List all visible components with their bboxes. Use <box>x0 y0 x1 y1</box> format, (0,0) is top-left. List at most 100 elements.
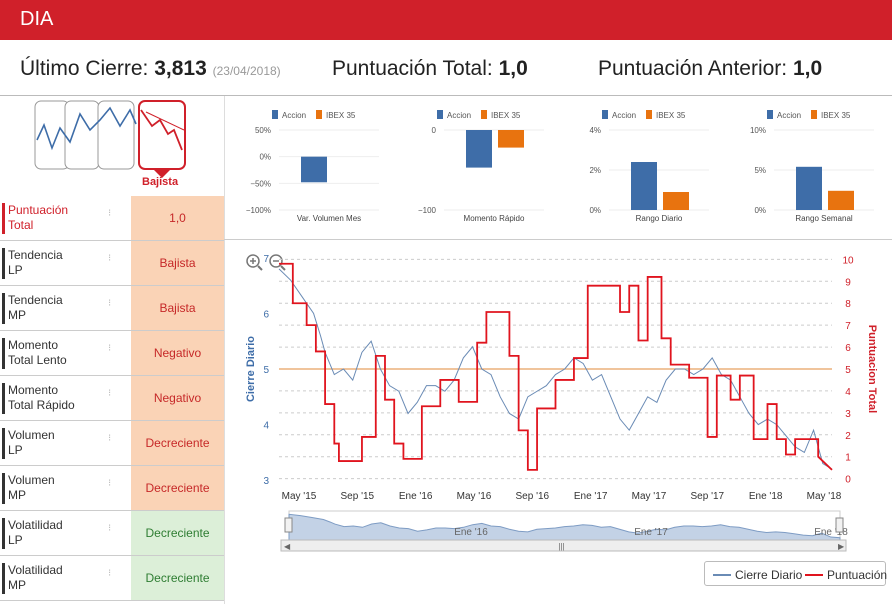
indicator-row: Momento Total Lento ⁝ Negativo <box>0 331 224 376</box>
previous-score-value: 1,0 <box>792 57 823 80</box>
mini-bar <box>828 190 854 210</box>
mini-legend-label: IBEX 35 <box>326 111 356 120</box>
mini-legend-swatch <box>272 110 278 119</box>
right-axis-tick: 1 <box>845 453 851 464</box>
drag-handle-icon[interactable]: ⁝ <box>108 568 112 579</box>
indicator-row: Tendencia LP ⁝ Bajista <box>0 241 224 286</box>
scroll-left-icon[interactable]: ◀ <box>284 542 291 551</box>
x-axis-tick: Sep '16 <box>516 491 550 502</box>
mini-tick-label: 4% <box>589 126 601 135</box>
mini-chart-title: Momento Rápido <box>464 214 525 223</box>
indicator-label-line2: Total Rápido <box>8 398 75 412</box>
left-axis-tick: 6 <box>263 309 269 320</box>
indicator-label-line2: MP <box>8 488 26 502</box>
legend-close[interactable]: Cierre Diario <box>735 568 803 582</box>
right-axis-tick: 6 <box>845 343 851 354</box>
indicator-value: 1,0 <box>131 196 224 240</box>
chart-legend: Cierre Diario Puntuación <box>704 561 888 586</box>
drag-handle-icon[interactable]: ⁝ <box>108 433 112 444</box>
indicator-value: Negativo <box>131 376 224 420</box>
mini-tick-label: 50% <box>255 126 271 135</box>
mini-bar <box>466 130 492 168</box>
divider <box>224 96 225 604</box>
mini-chart: Accion IBEX 35 4% 2% 0% Rango Diario <box>589 110 709 223</box>
indicator-label: Puntuación Total <box>8 203 68 233</box>
zoom-out-icon[interactable] <box>269 254 286 271</box>
indicator-label-line2: MP <box>8 578 26 592</box>
legend-score[interactable]: Puntuación <box>827 568 888 582</box>
mini-legend-label: IBEX 35 <box>821 111 851 120</box>
left-axis-tick: 5 <box>263 365 269 376</box>
mini-legend-label: Accion <box>447 111 471 120</box>
indicator-row: Tendencia MP ⁝ Bajista <box>0 286 224 331</box>
mini-legend-swatch <box>437 110 443 119</box>
zoom-in-icon[interactable] <box>246 254 263 271</box>
summary-bar: Último Cierre: 3,813 (23/04/2018) Puntua… <box>0 41 892 96</box>
mini-chart: Accion IBEX 35 50% 0% −50% −100% Var. Volumen … <box>246 110 379 223</box>
legend-swatch-score <box>805 574 823 576</box>
indicator-marker <box>2 248 5 279</box>
navigator-label: Ene '17 <box>634 527 668 538</box>
navigator[interactable]: Ene '16 Ene '17 Ene '18 <box>284 510 848 542</box>
indicator-label-line2: Total <box>8 218 34 232</box>
x-axis-tick: Ene '18 <box>749 491 783 502</box>
indicator-label-line2: MP <box>8 308 26 322</box>
drag-handle-icon[interactable]: ⁝ <box>108 478 112 489</box>
mini-tick-label: −100 <box>418 206 437 215</box>
indicator-row: Volumen MP ⁝ Decreciente <box>0 466 224 511</box>
right-axis-tick: 8 <box>845 299 851 310</box>
mini-legend-swatch <box>481 110 487 119</box>
mini-legend-swatch <box>316 110 322 119</box>
mini-bar <box>301 156 327 183</box>
right-axis-tick: 4 <box>845 387 851 398</box>
mini-legend-swatch <box>646 110 652 119</box>
indicator-label: Tendencia MP <box>8 293 63 323</box>
scroll-grip-icon[interactable]: ||| <box>558 542 564 551</box>
indicator-label-line1: Momento <box>8 338 59 352</box>
indicator-label-line1: Volatilidad <box>8 563 63 577</box>
right-axis-tick: 7 <box>845 321 851 332</box>
x-axis-tick: Ene '16 <box>399 491 433 502</box>
indicator-label: Momento Total Rápido <box>8 383 75 413</box>
x-axis-tick: Sep '17 <box>691 491 725 502</box>
x-axis-tick: May '18 <box>807 491 842 502</box>
left-axis-tick: 7 <box>263 254 269 265</box>
mini-legend-label: IBEX 35 <box>656 111 686 120</box>
last-close-label: Último Cierre: <box>20 57 149 80</box>
indicator-label: Momento Total Lento <box>8 338 67 368</box>
indicator-row: Momento Total Rápido ⁝ Negativo <box>0 376 224 421</box>
left-axis-tick: 3 <box>263 476 269 487</box>
mini-tick-label: 0% <box>589 206 601 215</box>
mini-chart-title: Rango Semanal <box>795 214 853 223</box>
indicator-marker <box>2 293 5 324</box>
drag-handle-icon[interactable]: ⁝ <box>108 253 112 264</box>
series-score <box>279 262 833 471</box>
mini-legend-swatch <box>811 110 817 119</box>
drag-handle-icon[interactable]: ⁝ <box>108 523 112 534</box>
drag-handle-icon[interactable]: ⁝ <box>108 343 112 354</box>
right-axis-tick: 3 <box>845 409 851 420</box>
navigator-handle-left[interactable] <box>284 517 293 533</box>
mini-tick-label: 5% <box>754 166 766 175</box>
right-axis-tick: 9 <box>845 277 851 288</box>
scroll-right-icon[interactable]: ▶ <box>838 542 845 551</box>
right-axis-tick: 10 <box>842 255 854 266</box>
mini-legend-label: IBEX 35 <box>491 111 521 120</box>
mini-legend-swatch <box>602 110 608 119</box>
mini-tick-label: 0 <box>432 126 437 135</box>
drag-handle-icon[interactable]: ⁝ <box>108 208 112 219</box>
left-axis-label: Cierre Diario <box>245 336 257 402</box>
indicator-label-line1: Tendencia <box>8 248 63 262</box>
drag-handle-icon[interactable]: ⁝ <box>108 388 112 399</box>
indicator-row: Volatilidad MP ⁝ Decreciente <box>0 556 224 601</box>
navigator-handle-right[interactable] <box>835 517 844 533</box>
mini-legend-swatch <box>767 110 773 119</box>
indicator-label: Tendencia LP <box>8 248 63 278</box>
trend-label: Bajista <box>142 176 179 188</box>
drag-handle-icon[interactable]: ⁝ <box>108 298 112 309</box>
indicator-label-line1: Momento <box>8 383 59 397</box>
scrollbar[interactable] <box>280 539 847 552</box>
navigator-label: Ene '16 <box>454 527 488 538</box>
indicator-row: Puntuación Total ⁝ 1,0 <box>0 196 224 241</box>
indicator-marker <box>2 338 5 369</box>
